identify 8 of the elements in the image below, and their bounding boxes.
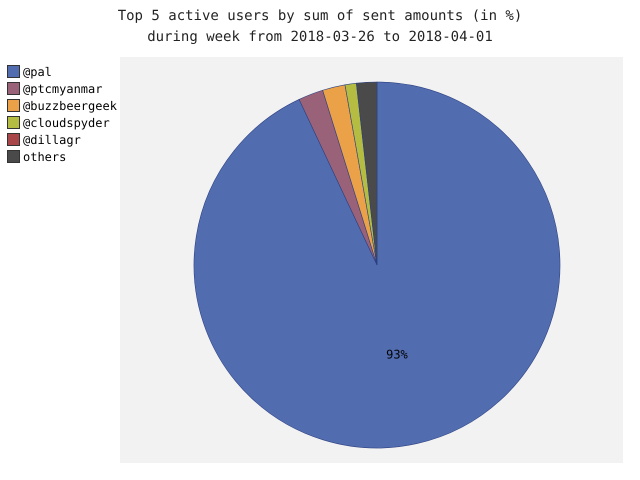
legend-label: others bbox=[23, 150, 66, 164]
chart-title: Top 5 active users by sum of sent amounts (in %) during week from 2018-03-26 to 2018-04-01 bbox=[116, 7, 524, 47]
legend-label: @dillagr bbox=[23, 132, 81, 146]
data-label: 93% bbox=[386, 347, 409, 362]
legend-label: @cloudspyder bbox=[23, 116, 110, 130]
legend-label: @ptcmyanmar bbox=[23, 82, 102, 96]
legend-label: @buzzbeergeek bbox=[23, 98, 117, 112]
legend-label: @pal bbox=[23, 64, 52, 78]
